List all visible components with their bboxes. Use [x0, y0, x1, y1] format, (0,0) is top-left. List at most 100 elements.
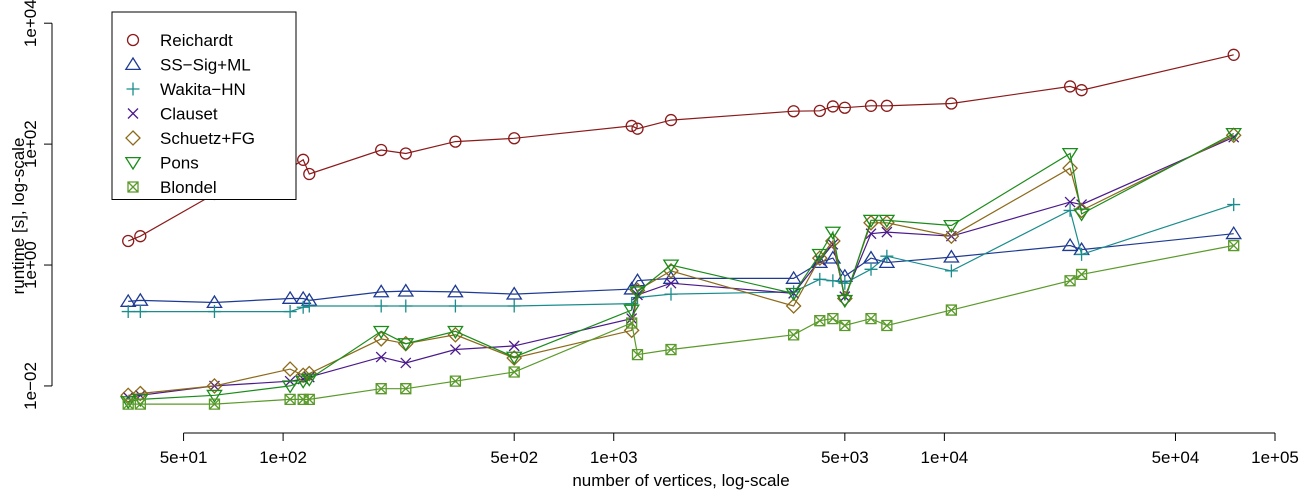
data-point	[1064, 275, 1076, 287]
data-point	[1225, 225, 1243, 240]
data-point	[814, 315, 826, 327]
data-point	[881, 226, 893, 238]
data-point	[787, 105, 800, 118]
data-point	[133, 305, 147, 319]
data-point	[880, 249, 894, 263]
legend-box	[111, 11, 297, 200]
y-tick-label: 1e−02	[21, 362, 40, 410]
data-point	[375, 383, 387, 395]
legend-item: SS−Sig+ML	[124, 56, 251, 75]
data-point	[623, 281, 640, 295]
data-point	[1076, 199, 1088, 211]
data-point	[119, 396, 137, 410]
data-point	[1228, 239, 1240, 252]
data-point	[864, 99, 878, 112]
data-point	[1063, 80, 1077, 93]
x-tick-label: 1e+04	[920, 448, 968, 467]
data-point	[839, 319, 851, 332]
legend-item: Blondel	[127, 178, 217, 197]
data-point	[664, 287, 678, 301]
series-line	[128, 204, 1234, 313]
y-tick-label: 1e+00	[21, 241, 40, 289]
legend-label: Wakita−HN	[160, 80, 246, 99]
data-point	[505, 351, 523, 365]
data-point	[1073, 208, 1090, 222]
y-tick-label: 1e+02	[21, 120, 40, 168]
legend-marker	[127, 108, 139, 119]
data-point	[623, 304, 640, 318]
data-point	[787, 329, 800, 341]
data-point	[303, 167, 316, 181]
data-point	[1227, 198, 1241, 212]
data-point	[1073, 202, 1090, 219]
data-point	[122, 398, 134, 410]
data-point	[399, 147, 412, 160]
data-point	[206, 389, 223, 404]
x-axis-title: number of vertices, log-scale	[572, 471, 789, 490]
data-point	[665, 343, 677, 356]
data-point	[121, 305, 135, 319]
data-point	[880, 99, 894, 112]
data-point	[281, 290, 299, 304]
data-point	[625, 119, 638, 133]
data-point	[397, 338, 415, 352]
data-point	[824, 226, 842, 240]
data-point	[811, 248, 829, 263]
data-point	[282, 361, 299, 378]
data-point	[785, 270, 802, 284]
data-point	[629, 286, 646, 300]
data-point	[206, 378, 223, 394]
data-point	[301, 365, 318, 382]
data-point	[838, 276, 852, 290]
data-point	[1061, 147, 1079, 162]
data-point	[300, 373, 318, 387]
data-point	[447, 284, 464, 298]
legend-item: Reichardt	[126, 31, 233, 50]
data-point	[631, 122, 644, 135]
data-point	[134, 398, 146, 410]
data-point	[134, 230, 147, 243]
data-point	[132, 385, 149, 402]
data-point	[1064, 196, 1076, 208]
legend-item: Schuetz+FG	[125, 129, 255, 148]
data-point	[1075, 84, 1088, 97]
data-point	[120, 387, 137, 404]
data-point	[827, 312, 839, 325]
data-point	[375, 351, 387, 363]
y-axis-title: runtime [s], log-scale	[9, 138, 28, 295]
data-point	[945, 97, 958, 110]
legend-label: Schuetz+FG	[160, 129, 255, 148]
data-point	[826, 100, 840, 113]
data-point	[372, 325, 390, 340]
data-point	[813, 104, 826, 117]
data-point	[374, 299, 388, 313]
data-point	[811, 250, 828, 267]
data-point	[813, 272, 827, 286]
series-line	[128, 233, 1234, 304]
legend-marker	[126, 33, 140, 47]
data-point	[785, 298, 802, 314]
data-point	[865, 312, 877, 325]
data-point	[508, 366, 520, 378]
y-tick-label: 1e+04	[21, 0, 40, 47]
data-point	[281, 380, 299, 394]
x-tick-label: 1e+03	[590, 448, 638, 467]
series-2	[121, 198, 1241, 319]
legend-marker	[124, 56, 142, 71]
data-point	[302, 299, 316, 313]
legend-label: Pons	[160, 154, 199, 173]
data-point	[449, 135, 462, 148]
data-point	[122, 234, 135, 248]
data-point	[397, 283, 415, 297]
data-point	[1075, 247, 1089, 261]
legend-item: Pons	[124, 154, 199, 173]
data-point	[824, 233, 841, 249]
data-point	[631, 348, 644, 361]
legend-item: Clauset	[127, 105, 218, 124]
data-point	[296, 300, 310, 314]
data-point	[881, 319, 893, 332]
data-point	[507, 299, 521, 313]
data-point	[664, 113, 678, 127]
data-point	[508, 132, 521, 145]
legend-label: Blondel	[160, 178, 217, 197]
